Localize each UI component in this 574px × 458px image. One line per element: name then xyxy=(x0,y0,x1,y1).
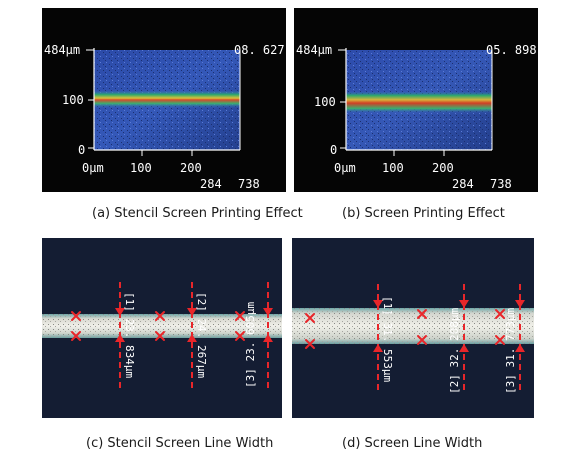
printed-line-band xyxy=(94,90,240,108)
measurement-2: [2] 32. 208μm xyxy=(448,284,469,394)
measurement-1: [1] 31. 553μm xyxy=(373,284,394,394)
y-max-label: 484μm xyxy=(44,43,80,57)
edge-markers xyxy=(305,309,505,349)
measure-label: [3] 23. 605μm xyxy=(244,302,257,388)
x-label-0: 0μm xyxy=(82,161,104,175)
x-label-100: 100 xyxy=(382,161,404,175)
x-marker xyxy=(71,311,81,321)
x-marker xyxy=(155,311,165,321)
panel-d-screen-line-width: [1] 31. 553μm [2] 32. 208μm [3] 31. 773μ… xyxy=(292,238,534,418)
printed-line-band xyxy=(346,91,492,113)
arrow-up xyxy=(373,344,383,352)
y-mid-label: 100 xyxy=(314,95,336,109)
x-marker xyxy=(235,311,245,321)
x-marker xyxy=(495,335,505,345)
arrow-down xyxy=(459,300,469,308)
measurement-3: [3] 31. 773μm xyxy=(504,284,525,394)
measure-label: [1] 31. 553μm xyxy=(381,296,394,382)
y-max-label: 484μm xyxy=(296,43,332,57)
measurement-1: [1] 23. 834μm xyxy=(115,282,136,388)
x-marker xyxy=(155,331,165,341)
measure-label: [2] 32. 208μm xyxy=(448,308,461,394)
edge-markers xyxy=(71,311,245,341)
x-marker xyxy=(71,331,81,341)
micrograph-c: [1] 23. 834μm [2] 24. 267μm [3] 23. 605μ… xyxy=(42,238,282,418)
arrow-down xyxy=(115,308,125,316)
measurement-2: [2] 24. 267μm xyxy=(187,282,208,388)
arrow-down xyxy=(373,300,383,308)
right-value: 05. 898 xyxy=(486,43,537,57)
x-label-100: 100 xyxy=(130,161,152,175)
panel-b-screen-profile: 484μm 100 0 0μm 100 200 05. 898 284 738 xyxy=(294,8,538,192)
caption-b: (b) Screen Printing Effect xyxy=(342,206,505,221)
right-value: 08. 627 xyxy=(234,43,285,57)
arrow-down xyxy=(187,308,197,316)
bottom-label-2: 738 xyxy=(490,177,512,191)
bottom-label-2: 738 xyxy=(238,177,260,191)
measure-label: [2] 24. 267μm xyxy=(195,292,208,378)
measurement-3: [3] 23. 605μm xyxy=(244,282,273,388)
arrow-up xyxy=(459,344,469,352)
arrow-up xyxy=(187,334,197,342)
panel-a-stencil-profile: 484μm 100 0 0μm 100 200 08. 627 284 738 xyxy=(42,8,286,192)
x-marker xyxy=(417,309,427,319)
arrow-up xyxy=(515,344,525,352)
caption-d: (d) Screen Line Width xyxy=(342,436,483,451)
x-label-0: 0μm xyxy=(334,161,356,175)
micrograph-d: [1] 31. 553μm [2] 32. 208μm [3] 31. 773μ… xyxy=(292,238,534,418)
arrow-up xyxy=(263,334,273,342)
profile-plot-a: 484μm 100 0 0μm 100 200 08. 627 284 738 xyxy=(44,43,285,191)
arrow-up xyxy=(115,334,125,342)
x-marker xyxy=(305,339,315,349)
caption-a: (a) Stencil Screen Printing Effect xyxy=(92,206,303,221)
x-marker xyxy=(235,331,245,341)
x-marker xyxy=(417,335,427,345)
y-min-label: 0 xyxy=(330,143,337,157)
x-label-200: 200 xyxy=(432,161,454,175)
x-marker xyxy=(495,309,505,319)
bottom-label-1: 284 xyxy=(452,177,474,191)
x-label-200: 200 xyxy=(180,161,202,175)
arrow-down xyxy=(263,308,273,316)
y-mid-label: 100 xyxy=(62,93,84,107)
caption-c: (c) Stencil Screen Line Width xyxy=(86,436,274,451)
y-min-label: 0 xyxy=(78,143,85,157)
measure-label: [1] 23. 834μm xyxy=(123,292,136,378)
arrow-down xyxy=(515,300,525,308)
measure-label: [3] 31. 773μm xyxy=(504,308,517,394)
panel-c-stencil-line-width: [1] 23. 834μm [2] 24. 267μm [3] 23. 605μ… xyxy=(42,238,282,418)
profile-plot-b: 484μm 100 0 0μm 100 200 05. 898 284 738 xyxy=(296,43,537,191)
bottom-label-1: 284 xyxy=(200,177,222,191)
x-marker xyxy=(305,313,315,323)
printed-line-grain xyxy=(292,308,534,344)
